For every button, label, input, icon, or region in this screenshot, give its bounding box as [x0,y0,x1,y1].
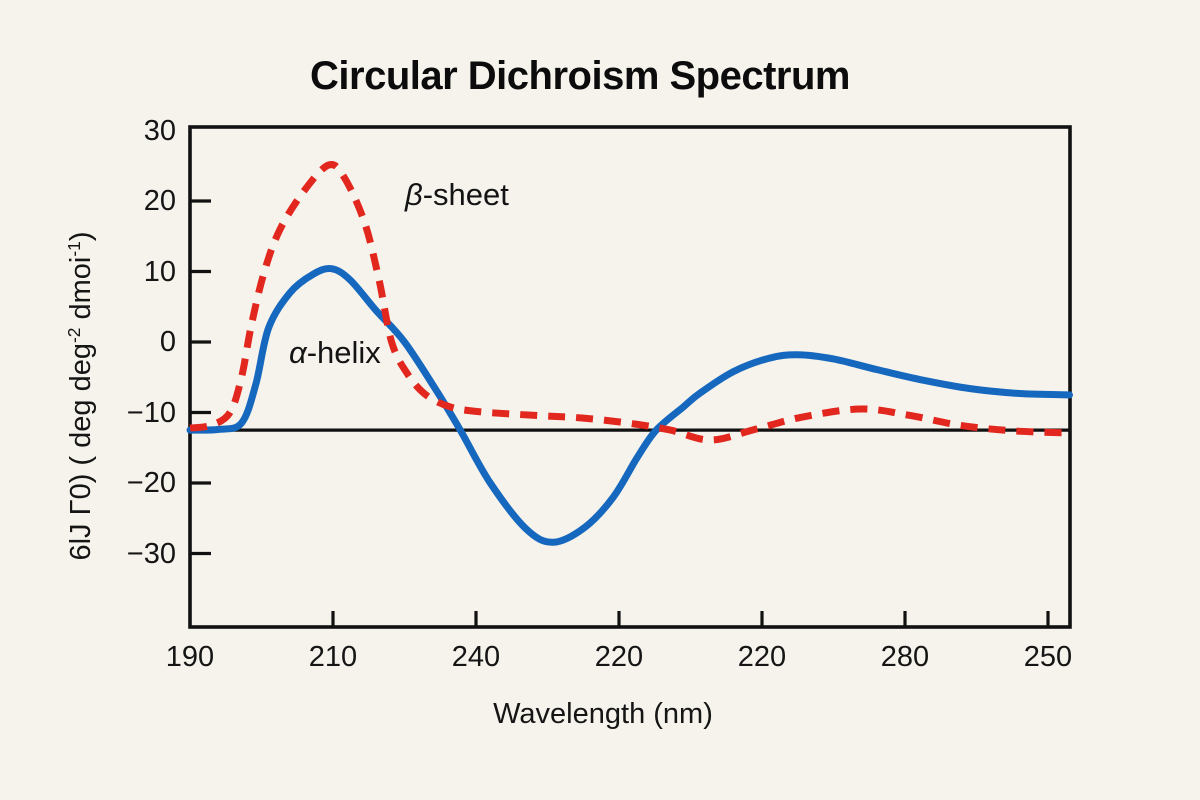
x-tick-label: 250 [1023,641,1073,673]
y-tick-label: 20 [143,185,176,217]
x-tick-label: 240 [451,641,501,673]
axis-frame [188,125,1072,629]
x-tick-label: 220 [594,641,644,673]
x-tick-label: 220 [737,641,787,673]
y-tick-label: 10 [143,255,176,288]
x-axis-title: Wavelength (nm) [493,698,713,730]
series-label-beta-sheet: β-sheet [405,177,509,212]
y-tick-label: 0 [159,326,176,358]
chart-title: Circular Dichroism Spectrum [310,54,851,98]
y-axis-title-mid: dmoi [65,256,97,328]
y-axis-title-main: 6lJ Γ0) ( deg deg [65,343,97,561]
curve-alpha-helix [186,264,1073,546]
y-axis-title-end: ) [65,231,97,242]
y-tick-label: −30 [126,537,176,570]
x-tick-label: 190 [165,641,215,673]
y-axis-title: 6lJ Γ0) ( deg deg-2 dmoi-1) [64,136,105,656]
curve-beta-sheet [189,161,1070,444]
x-tick-label: 280 [880,641,930,673]
y-tick-label: −20 [126,467,176,499]
y-tick-label: 30 [143,114,176,147]
y-axis-title-sup-exponent: -2 [64,327,85,344]
y-tick-label: −10 [126,396,176,429]
x-tick-label: 210 [308,641,358,673]
series-label-alpha-helix: α-helix [289,335,381,370]
y-axis-title-sup-exponent-2: -1 [64,241,85,257]
